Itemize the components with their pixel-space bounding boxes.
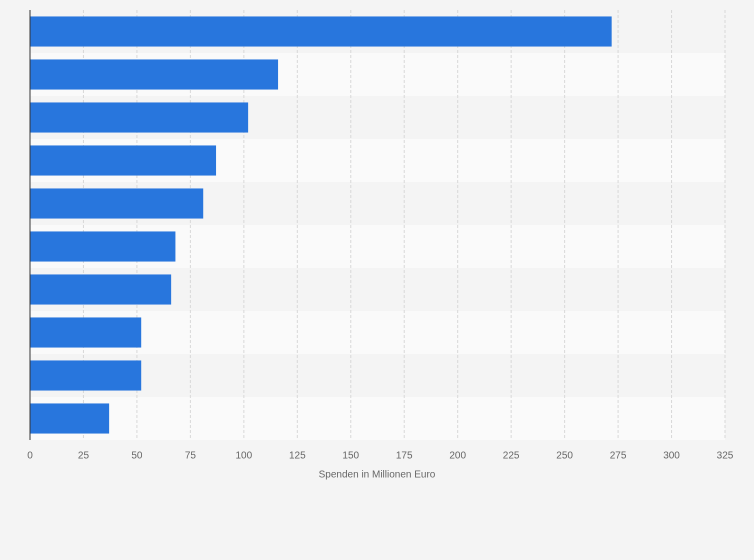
bar bbox=[30, 360, 142, 391]
bar bbox=[30, 231, 176, 262]
bar bbox=[30, 59, 279, 90]
bar bbox=[30, 274, 172, 305]
bar bbox=[30, 317, 142, 348]
row-band bbox=[30, 354, 725, 397]
x-tick-label: 150 bbox=[342, 451, 359, 462]
bar bbox=[30, 102, 249, 133]
x-tick-label: 300 bbox=[663, 451, 680, 462]
x-tick-label: 75 bbox=[185, 451, 197, 462]
bar bbox=[30, 145, 217, 176]
x-axis-label: Spenden in Millionen Euro bbox=[319, 470, 436, 481]
x-tick-label: 175 bbox=[396, 451, 413, 462]
x-tick-label: 0 bbox=[27, 451, 33, 462]
bar bbox=[30, 188, 204, 219]
x-tick-label: 275 bbox=[610, 451, 627, 462]
x-tick-label: 25 bbox=[78, 451, 90, 462]
x-tick-label: 200 bbox=[449, 451, 466, 462]
x-tick-label: 50 bbox=[131, 451, 143, 462]
x-tick-label: 325 bbox=[717, 451, 734, 462]
bar bbox=[30, 16, 612, 47]
row-band bbox=[30, 311, 725, 354]
x-tick-label: 250 bbox=[556, 451, 573, 462]
bar bbox=[30, 403, 110, 434]
x-tick-label: 225 bbox=[503, 451, 520, 462]
row-band bbox=[30, 397, 725, 440]
x-tick-label: 125 bbox=[289, 451, 306, 462]
x-tick-label: 100 bbox=[236, 451, 253, 462]
